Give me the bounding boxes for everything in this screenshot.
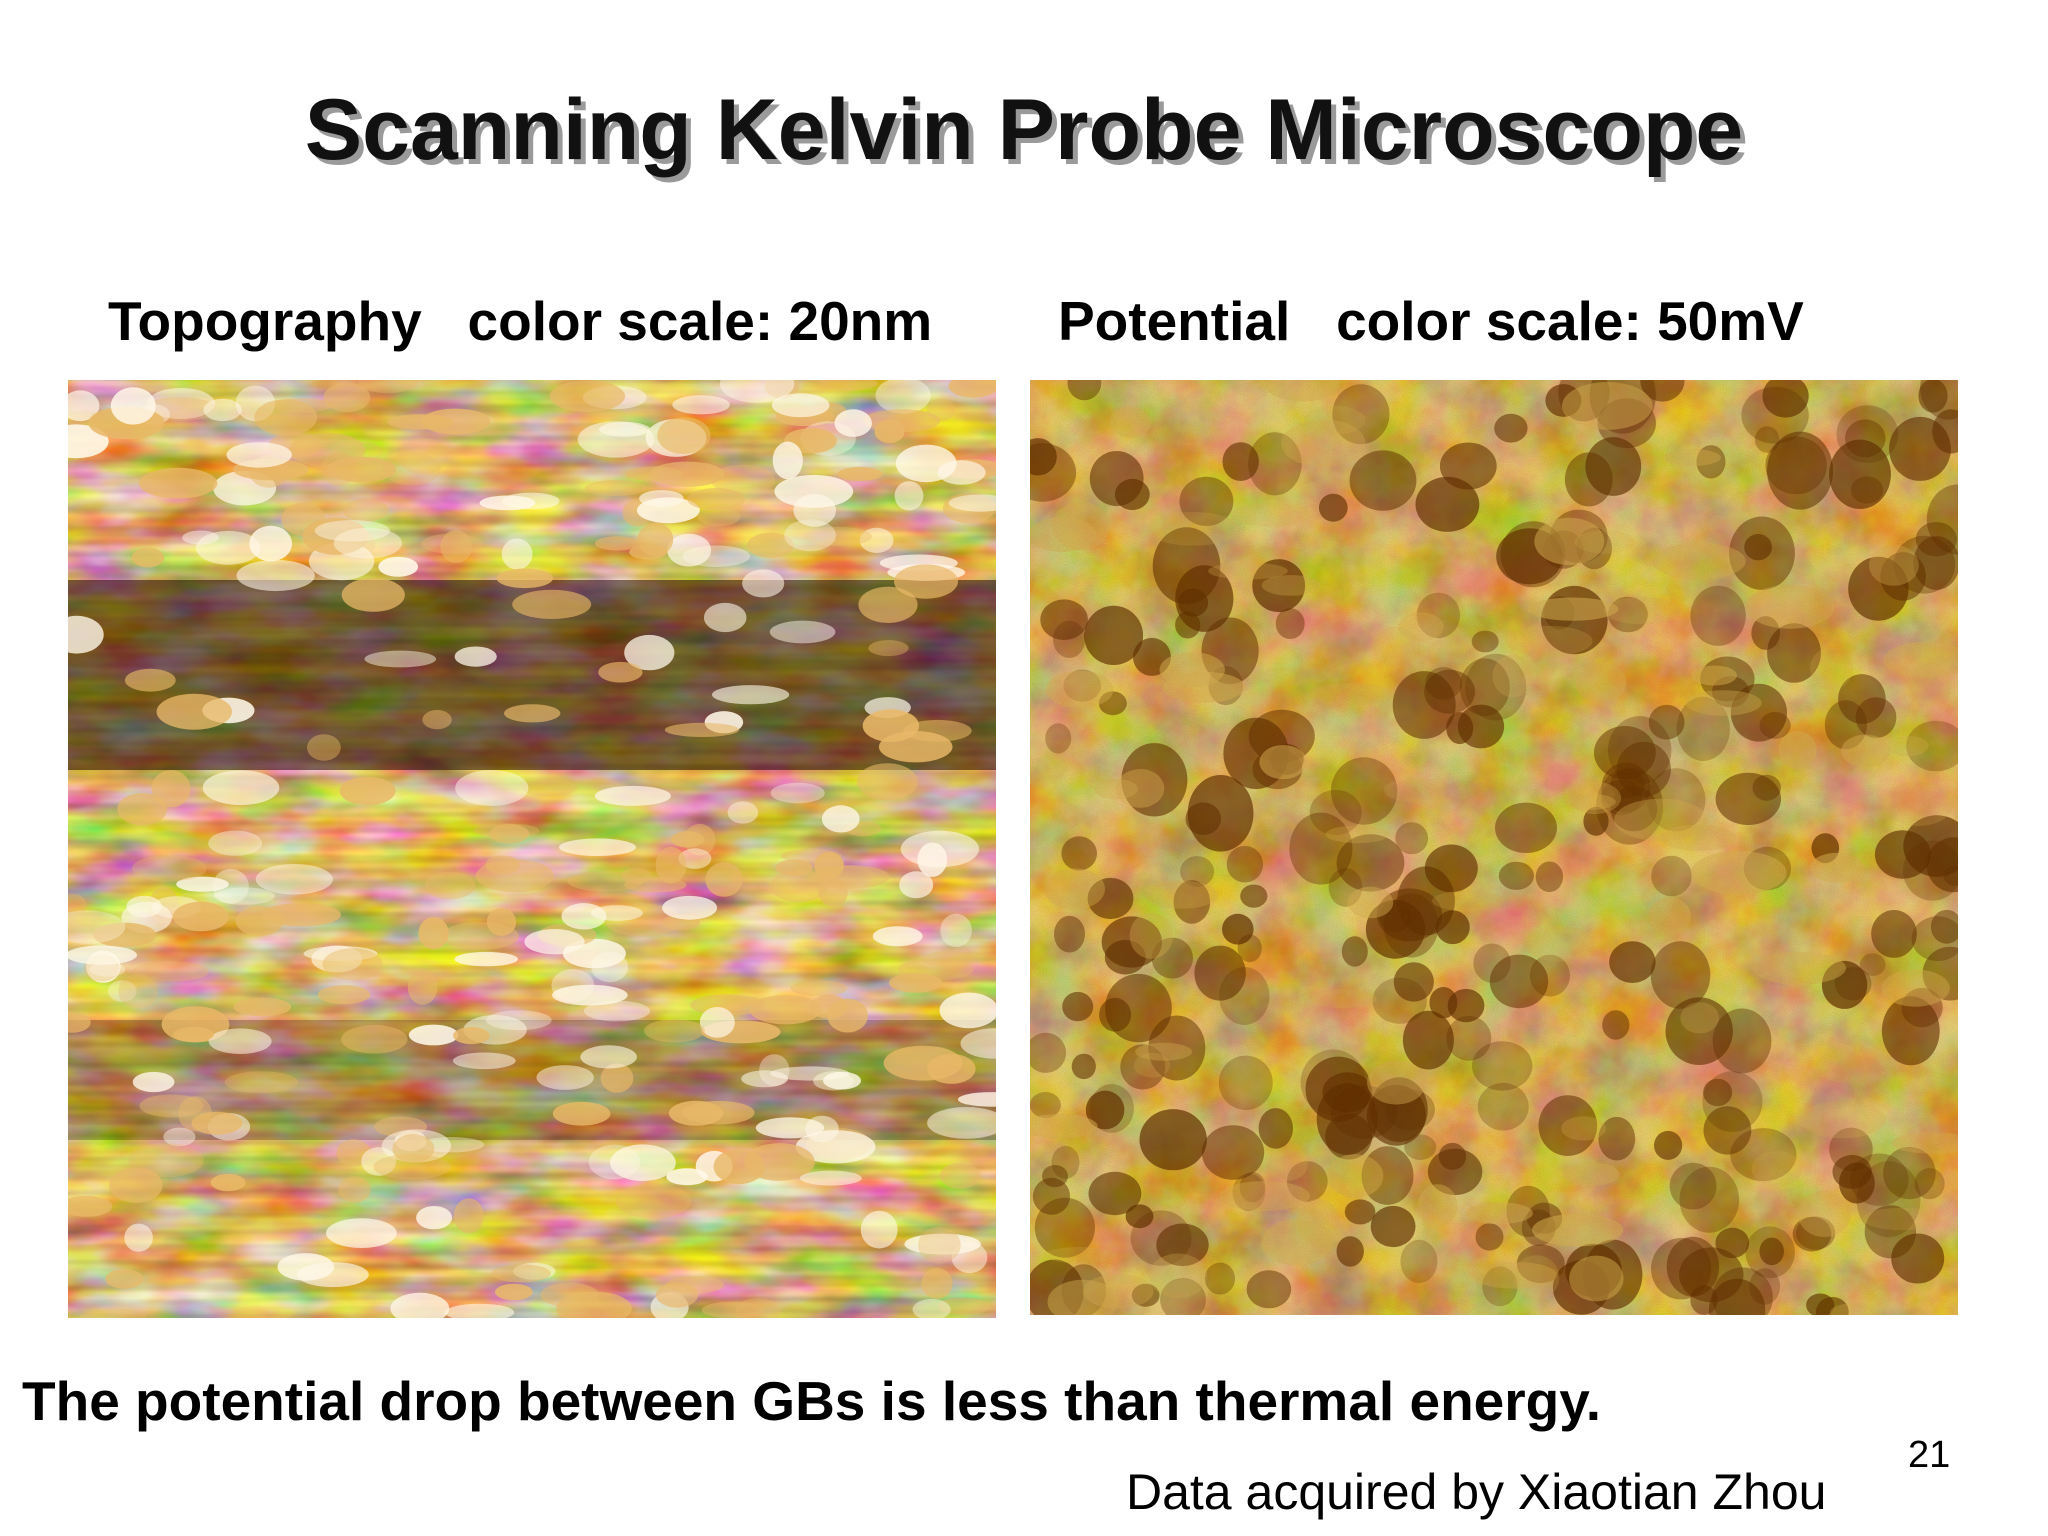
potential-scan-image [1030,380,1958,1315]
potential-label: Potential color scale: 50mV [1058,290,1804,352]
slide-title: Scanning Kelvin Probe Microscope [304,82,1744,178]
topography-scan-image [68,380,996,1318]
topography-label: Topography color scale: 20nm [108,290,933,352]
slide-caption: The potential drop between GBs is less t… [22,1370,1602,1432]
data-credit: Data acquired by Xiaotian Zhou [1126,1464,1827,1520]
page-number: 21 [1908,1434,1951,1476]
